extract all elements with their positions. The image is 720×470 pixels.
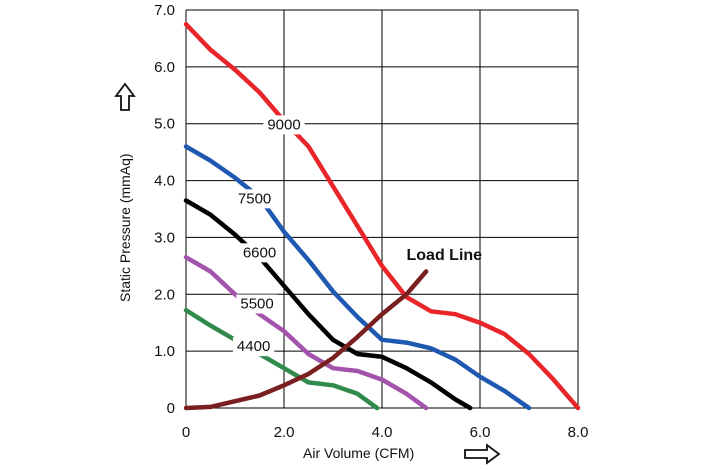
- series-lines: [183, 21, 581, 411]
- series-line-6600: [183, 198, 473, 411]
- y-tick-label: 2.0: [154, 286, 175, 303]
- grid: [185, 9, 579, 409]
- series-line-7500: [183, 144, 532, 411]
- y-axis-title: Static Pressure (mmAq): [117, 153, 133, 302]
- series-line-5500: [183, 255, 429, 411]
- y-tick-label: 5.0: [154, 116, 175, 133]
- series-label-background: [238, 243, 281, 263]
- y-tick-label: 3.0: [154, 229, 175, 246]
- series-label-background: [263, 115, 305, 135]
- y-tick-label: 0: [167, 400, 175, 417]
- series-label-background: [233, 189, 276, 209]
- series-labels: 9000 7500 6600 5500 4400 Load Line: [232, 115, 483, 357]
- x-axis-title: Air Volume (CFM): [303, 445, 414, 461]
- x-tick-label: 8.0: [568, 424, 589, 441]
- tick-labels: 0 2.0 4.0 6.0 8.0 0 1.0 2.0 3.0 4.0 5.0 6.0 7.0: [154, 2, 588, 441]
- series-line-4400: [183, 307, 380, 411]
- x-tick-label: 4.0: [372, 424, 393, 441]
- series-label-load-line: Load Line: [407, 247, 483, 264]
- series-label-5500: 5500: [240, 296, 273, 313]
- series-line-load-line: [183, 269, 429, 411]
- x-tick-label: 0: [182, 424, 190, 441]
- series-label-7500: 7500: [238, 190, 271, 207]
- right-arrow-icon: [464, 443, 501, 465]
- series-label-6600: 6600: [243, 244, 276, 261]
- series-label-4400: 4400: [237, 338, 270, 355]
- up-arrow-icon: [114, 82, 136, 111]
- series-label-background: [236, 294, 278, 314]
- x-tick-label: 6.0: [470, 424, 491, 441]
- series-label-9000: 9000: [267, 116, 300, 133]
- series-line-9000: [183, 21, 581, 411]
- y-tick-label: 4.0: [154, 173, 175, 190]
- x-tick-label: 2.0: [274, 424, 295, 441]
- y-tick-label: 1.0: [154, 343, 175, 360]
- y-tick-label: 6.0: [154, 59, 175, 76]
- y-tick-label: 7.0: [154, 2, 175, 19]
- series-label-background: [232, 337, 275, 357]
